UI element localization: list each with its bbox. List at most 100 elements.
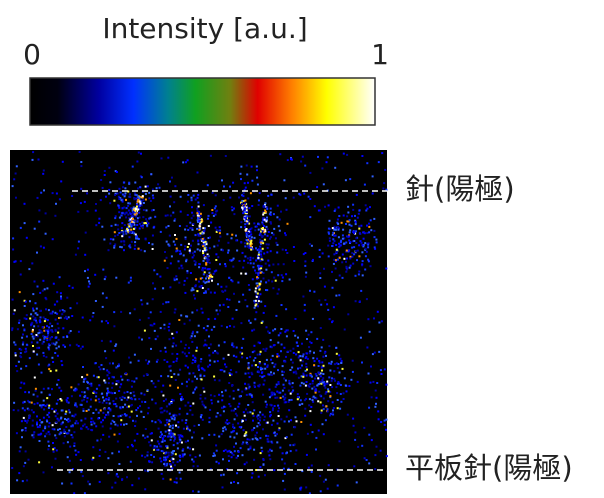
speckle <box>109 410 111 412</box>
speckle <box>136 433 138 435</box>
speckle <box>12 299 14 301</box>
speckle <box>166 463 168 465</box>
speckle <box>266 226 268 228</box>
speckle <box>304 165 306 167</box>
speckle <box>254 229 256 231</box>
speckle <box>169 235 171 237</box>
speckle <box>136 224 138 226</box>
speckle <box>37 402 39 404</box>
speckle <box>331 380 333 382</box>
speckle <box>361 155 363 157</box>
speckle <box>260 367 262 369</box>
speckle <box>131 380 133 382</box>
speckle <box>238 403 240 405</box>
speckle <box>237 422 239 424</box>
speckle <box>312 357 314 359</box>
speckle <box>25 348 27 350</box>
speckle <box>284 463 286 465</box>
speckle <box>374 468 376 470</box>
speckle <box>332 287 334 289</box>
speckle <box>105 414 107 416</box>
speckle <box>322 373 324 375</box>
speckle <box>178 434 180 436</box>
speckle <box>285 380 287 382</box>
speckle <box>381 320 383 322</box>
speckle <box>28 417 30 419</box>
speckle <box>300 399 302 401</box>
speckle <box>281 304 283 306</box>
speckle <box>51 357 53 359</box>
speckle <box>315 392 317 394</box>
speckle <box>257 223 259 225</box>
speckle <box>196 290 198 292</box>
speckle <box>353 240 355 242</box>
speckle <box>253 415 255 417</box>
speckle <box>363 238 365 240</box>
speckle <box>26 314 28 316</box>
speckle <box>198 367 200 369</box>
speckle <box>245 431 247 433</box>
speckle <box>372 353 374 355</box>
speckle <box>147 185 149 187</box>
speckle <box>78 345 80 347</box>
speckle <box>245 388 247 390</box>
speckle <box>268 451 270 453</box>
speckle <box>99 481 101 483</box>
speckle <box>137 209 139 211</box>
speckle <box>219 263 221 265</box>
speckle <box>211 276 213 278</box>
speckle <box>48 412 50 414</box>
speckle <box>244 256 246 258</box>
speckle <box>86 410 88 412</box>
speckle <box>198 491 200 493</box>
speckle <box>28 409 30 411</box>
speckle <box>335 235 337 237</box>
speckle <box>81 376 83 378</box>
speckle <box>205 290 207 292</box>
speckle <box>144 250 146 252</box>
speckle <box>107 390 109 392</box>
speckle <box>220 414 222 416</box>
speckle <box>260 301 262 303</box>
speckle <box>80 161 82 163</box>
speckle <box>124 397 126 399</box>
speckle <box>189 250 191 252</box>
speckle <box>258 252 260 254</box>
speckle <box>210 394 212 396</box>
speckle <box>286 436 288 438</box>
speckle <box>339 257 341 259</box>
speckle <box>386 419 388 421</box>
speckle <box>248 219 250 221</box>
speckle <box>277 353 279 355</box>
speckle <box>84 201 86 203</box>
speckle <box>368 226 370 228</box>
speckle <box>327 410 329 412</box>
speckle <box>373 317 375 319</box>
speckle <box>43 247 45 249</box>
speckle <box>186 270 188 272</box>
speckle <box>321 361 323 363</box>
speckle <box>244 226 246 228</box>
speckle <box>92 446 94 448</box>
speckle <box>195 456 197 458</box>
speckle <box>32 331 34 333</box>
speckle <box>337 367 339 369</box>
speckle <box>301 365 303 367</box>
speckle <box>272 407 274 409</box>
speckle <box>242 195 244 197</box>
speckle <box>337 223 339 225</box>
speckle <box>264 363 266 365</box>
speckle <box>209 268 211 270</box>
speckle <box>108 167 110 169</box>
speckle <box>252 278 254 280</box>
speckle <box>283 347 285 349</box>
speckle <box>368 434 370 436</box>
speckle <box>43 341 45 343</box>
speckle <box>337 407 339 409</box>
speckle <box>352 418 354 420</box>
speckle <box>87 388 89 390</box>
speckle <box>200 221 202 223</box>
speckle <box>338 236 340 238</box>
speckle <box>109 202 111 204</box>
speckle <box>162 441 164 443</box>
